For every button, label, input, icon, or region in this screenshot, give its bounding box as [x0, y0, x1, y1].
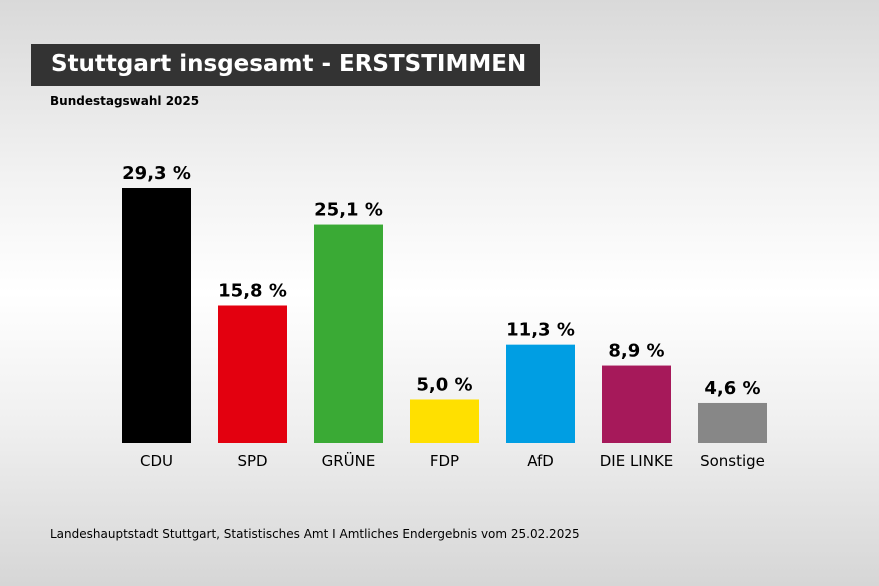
category-label: Sonstige — [700, 452, 765, 470]
bar-group-gr-ne: 25,1 % GRÜNE — [314, 200, 383, 470]
source-note: Landeshauptstadt Stuttgart, Statistische… — [50, 527, 580, 541]
category-label: SPD — [237, 452, 267, 470]
value-label: 5,0 % — [416, 374, 472, 395]
bar-group-sonstige: 4,6 % Sonstige — [698, 378, 767, 470]
bar — [698, 402, 767, 443]
category-label: FDP — [430, 452, 459, 470]
title-band: Stuttgart insgesamt - ERSTSTIMMEN — [31, 44, 540, 86]
category-label: AfD — [527, 452, 554, 470]
bar — [218, 305, 287, 443]
bar — [506, 344, 575, 443]
value-label: 11,3 % — [506, 320, 575, 341]
category-label: CDU — [140, 452, 173, 470]
value-label: 4,6 % — [704, 378, 760, 399]
chart-title: Stuttgart insgesamt - ERSTSTIMMEN — [51, 51, 527, 77]
bar — [314, 224, 383, 443]
chart-subtitle: Bundestagswahl 2025 — [50, 94, 200, 108]
bar — [410, 399, 479, 443]
bar-group-die-linke: 8,9 % DIE LINKE — [600, 341, 674, 470]
value-label: 29,3 % — [122, 163, 191, 184]
value-label: 8,9 % — [608, 341, 664, 362]
category-label: DIE LINKE — [600, 452, 674, 470]
bar — [122, 188, 191, 443]
bar — [602, 365, 671, 443]
bar-group-spd: 15,8 % SPD — [218, 280, 287, 470]
category-label: GRÜNE — [322, 451, 376, 470]
bar-group-cdu: 29,3 % CDU — [122, 163, 191, 470]
bar-group-afd: 11,3 % AfD — [506, 320, 575, 470]
bar-group-fdp: 5,0 % FDP — [410, 374, 479, 470]
value-label: 15,8 % — [218, 280, 287, 301]
value-label: 25,1 % — [314, 200, 383, 221]
